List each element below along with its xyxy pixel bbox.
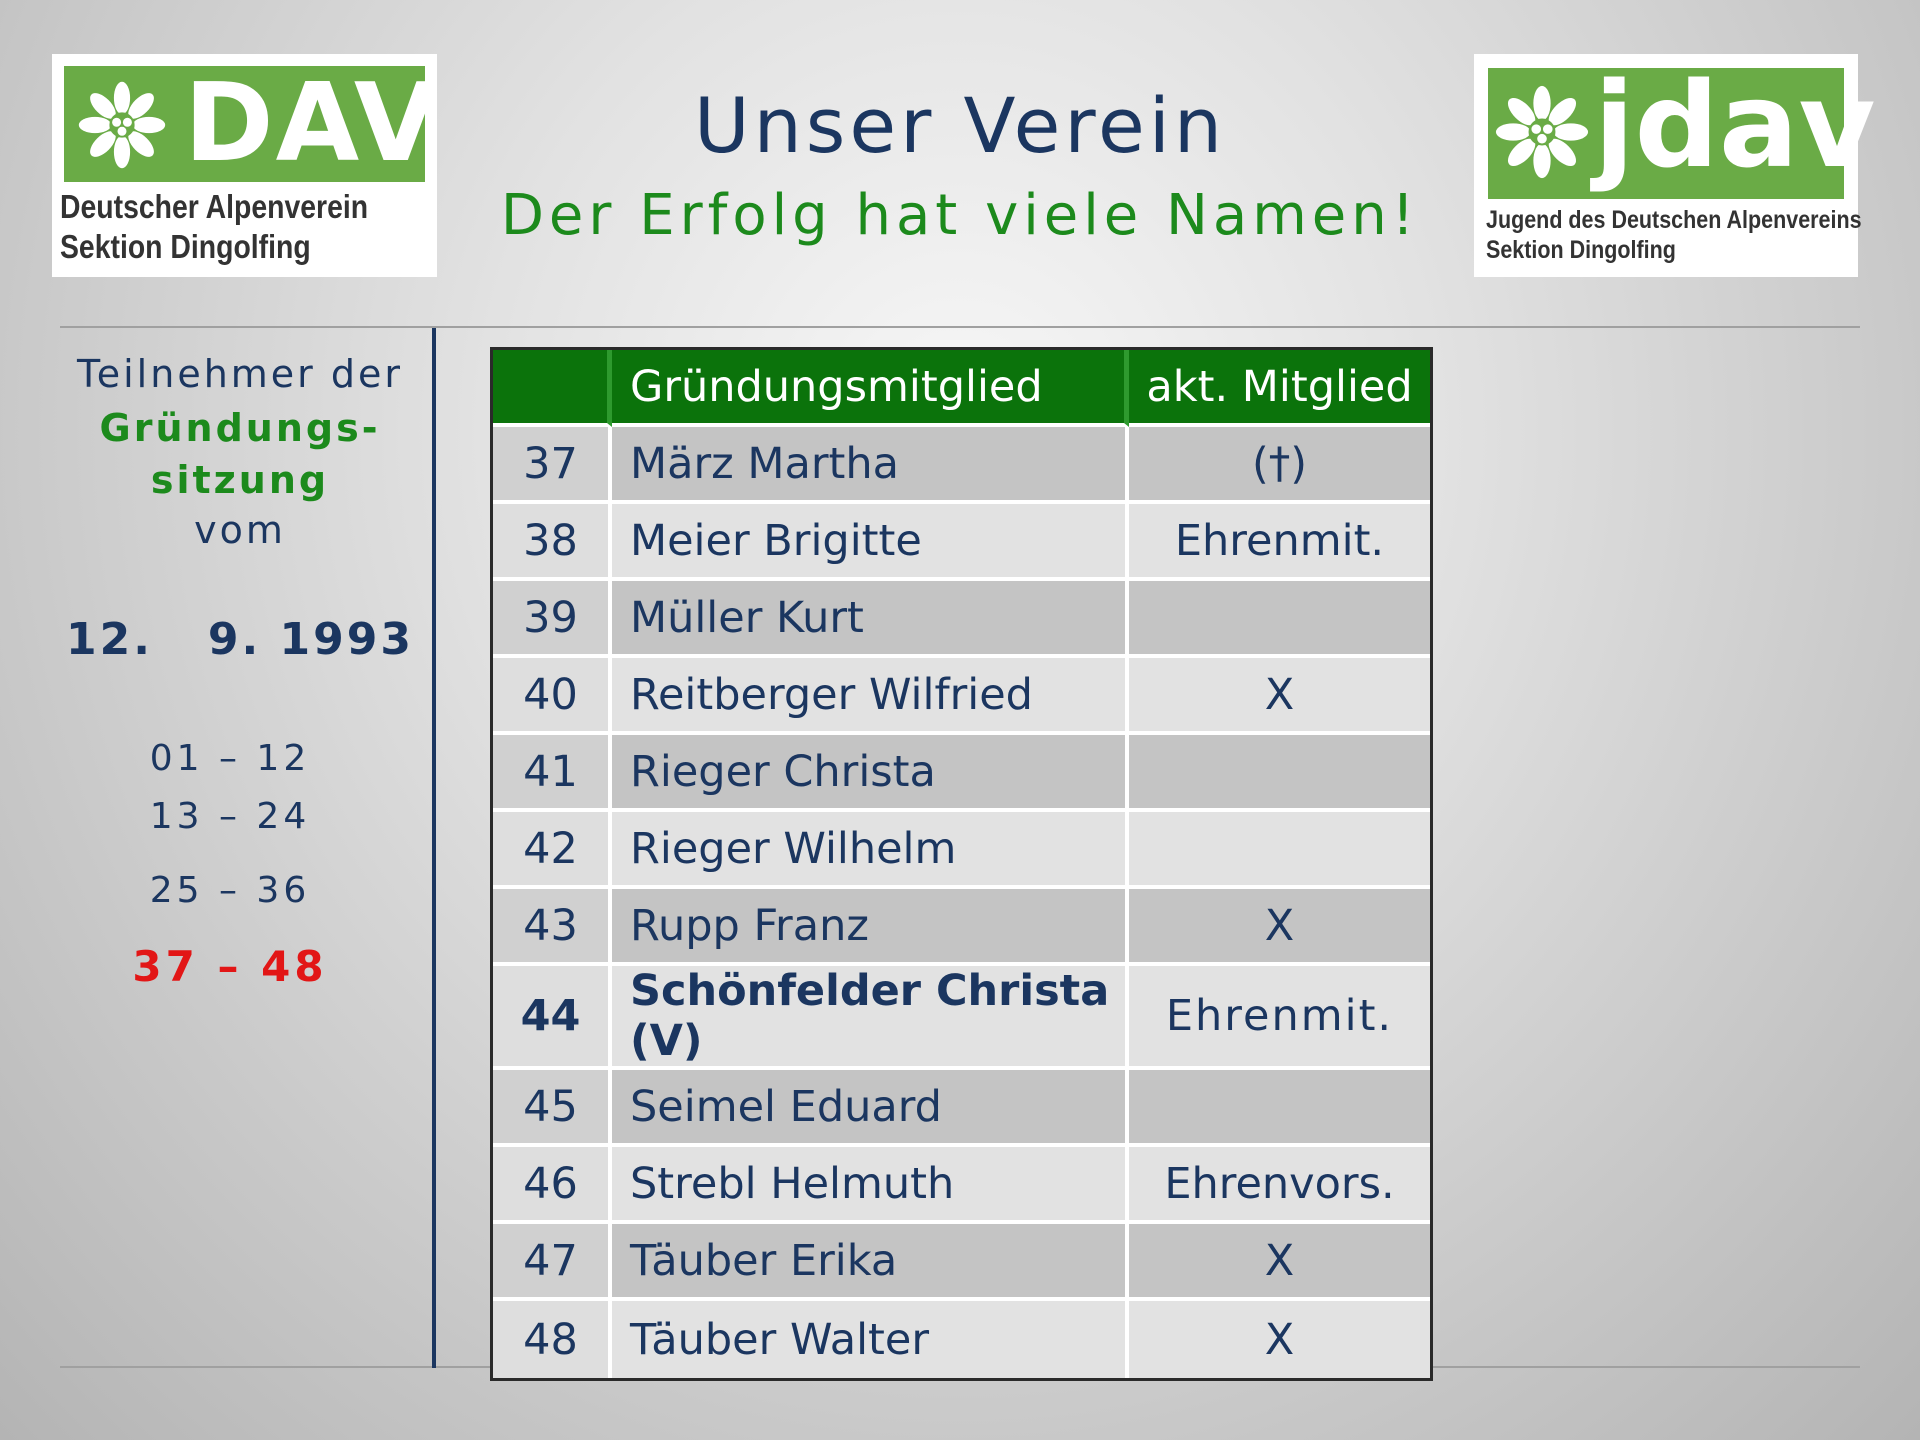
member-status: X xyxy=(1129,658,1430,735)
member-name: Schönfelder Christa (V) xyxy=(612,966,1129,1070)
member-number: 37 xyxy=(493,427,612,504)
member-status xyxy=(1129,735,1430,812)
member-name: Reitberger Wilfried xyxy=(612,658,1129,735)
member-number: 47 xyxy=(493,1224,612,1301)
top-divider xyxy=(60,326,1860,328)
jdav-logo-line2: Sektion Dingolfing xyxy=(1486,236,1676,264)
member-name: Rieger Wilhelm xyxy=(612,812,1129,889)
column-header-number xyxy=(493,350,612,427)
members-table: Gründungsmitglied akt. Mitglied 37 März M… xyxy=(490,347,1433,1381)
range-link-active[interactable]: 37 – 48 xyxy=(132,942,328,991)
member-status: Ehrenmit. xyxy=(1129,966,1430,1070)
member-number: 38 xyxy=(493,504,612,581)
member-status: Ehrenvors. xyxy=(1129,1147,1430,1224)
range-link[interactable]: 25 – 36 xyxy=(149,870,311,911)
table-row: 39 Müller Kurt xyxy=(493,581,1430,658)
member-status: X xyxy=(1129,1301,1430,1378)
table-row: 41 Rieger Christa xyxy=(493,735,1430,812)
member-status: (†) xyxy=(1129,427,1430,504)
page-title: Unser Verein xyxy=(693,81,1227,170)
member-name: Strebl Helmuth xyxy=(612,1147,1129,1224)
table-row: 38 Meier Brigitte Ehrenmit. xyxy=(493,504,1430,581)
member-number: 45 xyxy=(493,1070,612,1147)
jdav-logo-word: jdav xyxy=(1594,56,1876,194)
table-row: 42 Rieger Wilhelm xyxy=(493,812,1430,889)
table-row: 48 Täuber Walter X xyxy=(493,1301,1430,1378)
dav-logo-band: DAV xyxy=(64,66,438,182)
dav-logo-line1: Deutscher Alpenverein xyxy=(60,188,369,225)
member-name: Meier Brigitte xyxy=(612,504,1129,581)
member-status xyxy=(1129,581,1430,658)
member-status xyxy=(1129,1070,1430,1147)
member-name: Täuber Erika xyxy=(612,1224,1129,1301)
table-row: 47 Täuber Erika X xyxy=(493,1224,1430,1301)
sidebar-line-participants: Teilnehmer der xyxy=(76,352,404,396)
range-link[interactable]: 01 – 12 xyxy=(149,738,311,779)
vertical-divider xyxy=(432,328,436,1368)
member-name: März Martha xyxy=(612,427,1129,504)
member-number: 46 xyxy=(493,1147,612,1224)
member-name: Rupp Franz xyxy=(612,889,1129,966)
member-status: X xyxy=(1129,1224,1430,1301)
member-status: X xyxy=(1129,889,1430,966)
dav-logo-word: DAV xyxy=(184,61,440,186)
table-row: 43 Rupp Franz X xyxy=(493,889,1430,966)
table-body: 37 März Martha (†) 38 Meier Brigitte Ehrenmit… xyxy=(493,427,1430,1378)
member-name: Müller Kurt xyxy=(612,581,1129,658)
table-header-row: Gründungsmitglied akt. Mitglied xyxy=(493,350,1430,427)
edelweiss-icon xyxy=(1495,85,1589,179)
column-header-founding-member: Gründungsmitglied xyxy=(612,350,1129,427)
member-status: Ehrenmit. xyxy=(1129,504,1430,581)
member-number: 44 xyxy=(493,966,612,1070)
member-number: 42 xyxy=(493,812,612,889)
sidebar-line-founding: Gründungs- xyxy=(99,406,381,450)
jdav-logo-band: jdav xyxy=(1488,60,1875,199)
column-header-current-member: akt. Mitglied xyxy=(1129,350,1430,427)
dav-logo: DAV Deutscher Alpenverein Sektion Dingol… xyxy=(52,54,438,277)
member-number: 41 xyxy=(493,735,612,812)
jdav-logo: jdav Jugend des Deutschen Alpenvereins S… xyxy=(1474,54,1875,277)
member-number: 40 xyxy=(493,658,612,735)
sidebar-date: 12. 9. 1993 xyxy=(65,614,414,665)
sidebar-line-meeting: sitzung xyxy=(150,458,330,502)
sidebar-line-from: vom xyxy=(194,508,286,552)
table-row: 37 März Martha (†) xyxy=(493,427,1430,504)
table-row: 45 Seimel Eduard xyxy=(493,1070,1430,1147)
range-link[interactable]: 13 – 24 xyxy=(149,796,311,837)
dav-logo-line2: Sektion Dingolfing xyxy=(60,228,311,265)
page-subtitle: Der Erfolg hat viele Namen! xyxy=(500,183,1420,248)
member-number: 39 xyxy=(493,581,612,658)
member-status xyxy=(1129,812,1430,889)
jdav-logo-line1: Jugend des Deutschen Alpenvereins xyxy=(1486,206,1862,234)
table-row: 44 Schönfelder Christa (V) Ehrenmit. xyxy=(493,966,1430,1070)
member-name: Seimel Eduard xyxy=(612,1070,1129,1147)
member-name: Täuber Walter xyxy=(612,1301,1129,1378)
edelweiss-icon xyxy=(78,81,166,169)
table-row: 40 Reitberger Wilfried X xyxy=(493,658,1430,735)
member-number: 43 xyxy=(493,889,612,966)
member-number: 48 xyxy=(493,1301,612,1378)
member-name: Rieger Christa xyxy=(612,735,1129,812)
table-row: 46 Strebl Helmuth Ehrenvors. xyxy=(493,1147,1430,1224)
